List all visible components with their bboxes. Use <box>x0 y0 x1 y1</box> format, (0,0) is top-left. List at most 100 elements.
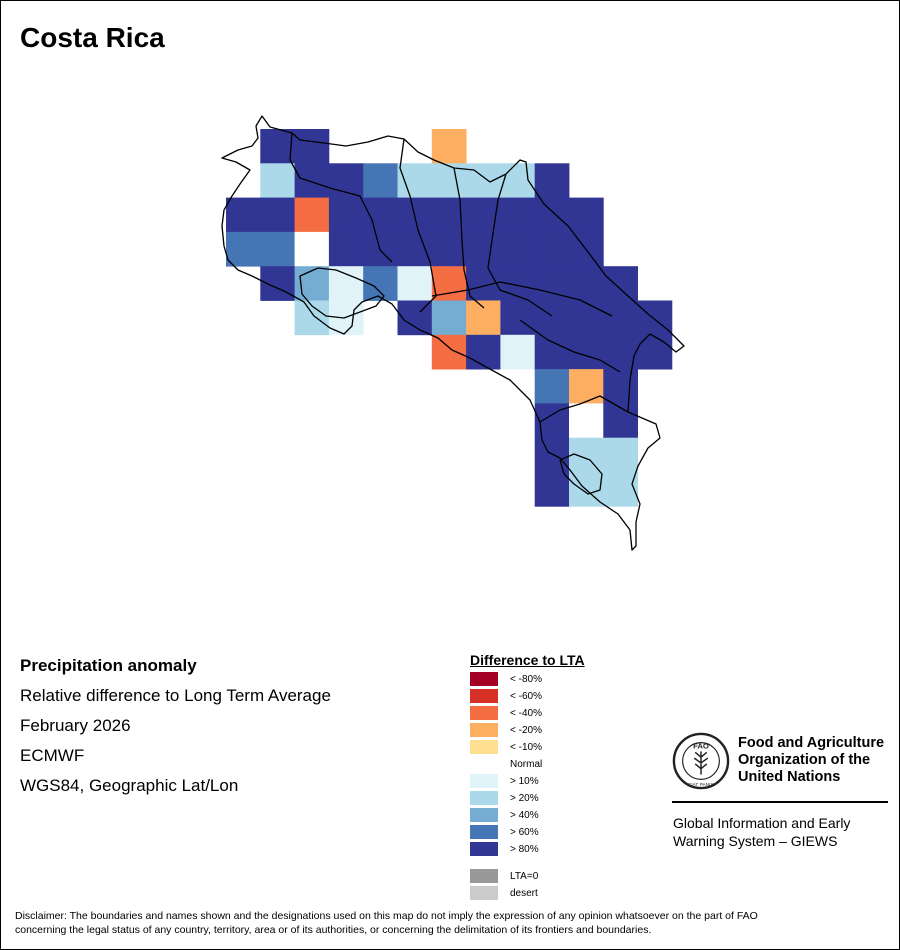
grid-cell <box>569 369 604 404</box>
grid-cell <box>260 266 295 301</box>
legend-swatch <box>470 842 498 856</box>
osa-peninsula <box>559 453 603 495</box>
legend-label: > 20% <box>510 792 539 804</box>
grid-cell <box>603 472 638 507</box>
legend-item: > 60% <box>470 825 539 839</box>
map-canvas <box>221 115 685 551</box>
model-label: ECMWF <box>20 746 85 765</box>
legend-item: < -80% <box>470 672 542 686</box>
grid-cell <box>603 403 638 439</box>
grid-cell <box>294 197 330 233</box>
country-boundaries <box>221 115 685 551</box>
legend-label: > 40% <box>510 809 539 821</box>
grid-cell <box>466 231 501 267</box>
fao-name-line: Organization of the <box>738 752 871 768</box>
description-label: Relative difference to Long Term Average <box>20 686 331 705</box>
province-border <box>539 395 629 423</box>
legend-label: < -40% <box>510 707 542 719</box>
grid-cell <box>466 163 501 198</box>
province-border <box>487 173 553 317</box>
legend-swatch <box>470 672 498 686</box>
grid-cell <box>569 300 604 336</box>
map-title: Costa Rica <box>20 22 165 53</box>
grid-cell <box>569 197 604 233</box>
grid-cell <box>603 437 638 473</box>
grid-cell <box>431 129 467 164</box>
legend-item: < -60% <box>470 689 542 703</box>
grid-cell <box>569 403 604 439</box>
legend-swatch <box>470 757 498 771</box>
grid-cell <box>294 231 330 267</box>
grid-cell <box>534 231 570 267</box>
legend-item: < -10% <box>470 740 542 754</box>
legend-label: > 60% <box>510 826 539 838</box>
legend-swatch <box>470 791 498 805</box>
province-border <box>519 319 621 373</box>
legend-label: > 80% <box>510 843 539 855</box>
grid-cell <box>294 129 330 164</box>
anomaly-grid <box>226 129 673 507</box>
legend-swatch <box>470 825 498 839</box>
grid-cell <box>534 437 570 473</box>
grid-cell <box>500 163 536 198</box>
grid-cell <box>534 334 570 370</box>
legend-item: > 20% <box>470 791 539 805</box>
legend-label: < -80% <box>510 673 542 685</box>
variable-label: Precipitation anomaly <box>20 656 197 675</box>
disclaimer: Disclaimer: The boundaries and names sho… <box>15 909 885 937</box>
grid-cell <box>260 197 295 233</box>
legend-item: < -40% <box>470 706 542 720</box>
province-border <box>289 132 393 263</box>
grid-cell <box>534 472 570 507</box>
giews-label: Global Information and Early Warning Sys… <box>673 814 883 850</box>
legend-swatch <box>470 706 498 720</box>
legend-swatch <box>470 740 498 754</box>
grid-cell <box>466 334 501 370</box>
grid-cell <box>603 266 638 301</box>
grid-cell <box>260 231 295 267</box>
disclaimer-line: concerning the legal status of any count… <box>15 924 652 936</box>
legend-label: < -60% <box>510 690 542 702</box>
grid-cell <box>569 266 604 301</box>
grid-cell <box>534 266 570 301</box>
grid-cell <box>603 300 638 336</box>
grid-cell <box>466 197 501 233</box>
giews-line: Global Information and Early <box>673 815 851 831</box>
fao-emblem-text: FAO <box>693 741 709 750</box>
period-label: February 2026 <box>20 716 131 735</box>
province-border <box>431 281 613 317</box>
legend-swatch <box>470 689 498 703</box>
legend-item: > 10% <box>470 774 539 788</box>
grid-cell <box>363 231 398 267</box>
legend-item: > 80% <box>470 842 539 856</box>
projection-label: WGS84, Geographic Lat/Lon <box>20 776 239 795</box>
grid-cell <box>397 231 433 267</box>
grid-cell <box>397 163 433 198</box>
grid-cell <box>500 300 536 336</box>
grid-cell <box>328 197 364 233</box>
legend-swatch <box>470 723 498 737</box>
legend-swatch <box>470 774 498 788</box>
logo-divider <box>672 801 888 803</box>
legend-item: Normal <box>470 757 542 771</box>
grid-cell <box>637 334 673 370</box>
legend-item: > 40% <box>470 808 539 822</box>
grid-cell <box>294 266 330 301</box>
legend-title: Difference to LTA <box>470 652 585 668</box>
grid-cell <box>534 300 570 336</box>
legend-label: desert <box>510 887 538 899</box>
disclaimer-line: Disclaimer: The boundaries and names sho… <box>15 910 758 922</box>
grid-cell <box>397 266 433 301</box>
grid-cell <box>260 129 295 164</box>
grid-cell <box>363 163 398 198</box>
grid-cell <box>534 163 570 198</box>
province-border <box>453 167 485 309</box>
grid-cell <box>500 334 536 370</box>
legend-item: < -20% <box>470 723 542 737</box>
legend-swatch <box>470 808 498 822</box>
fao-name-line: United Nations <box>738 769 841 785</box>
legend-label: < -20% <box>510 724 542 736</box>
legend-label: LTA=0 <box>510 870 539 882</box>
fao-motto: FIAT PANIS <box>688 782 714 788</box>
grid-cell <box>431 334 467 370</box>
